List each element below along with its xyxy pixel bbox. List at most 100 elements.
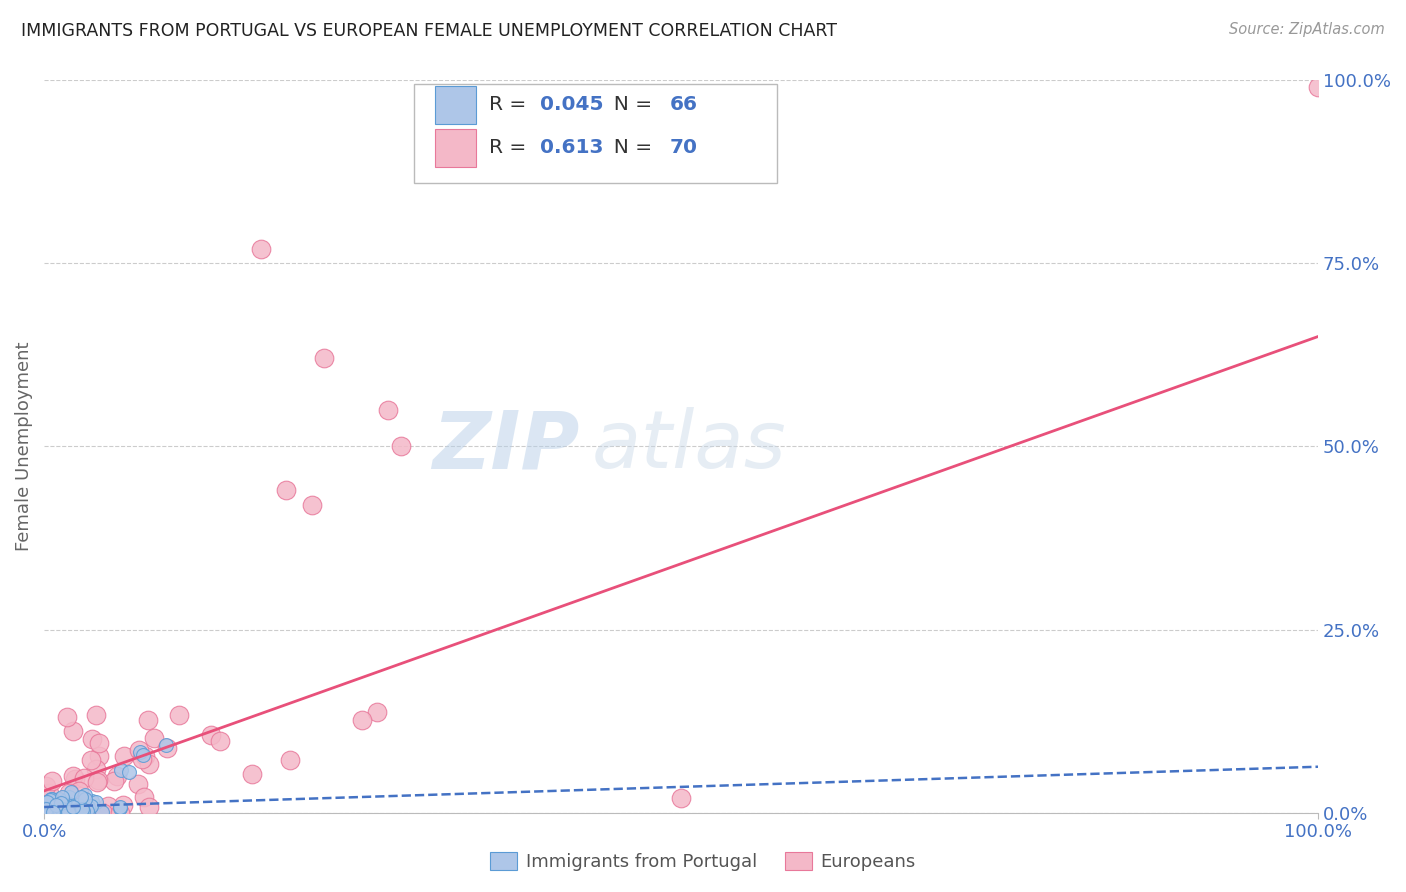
Point: [110, 763, 132, 777]
Point: [62, 723, 84, 738]
Point: [58, 785, 80, 799]
Text: R =: R =: [489, 138, 538, 158]
Point: [63, 805, 86, 820]
Point: [39, 793, 62, 807]
Point: [87, 736, 110, 750]
Point: [62, 799, 84, 814]
Point: [66, 795, 89, 809]
Text: 0.045: 0.045: [540, 95, 603, 114]
Point: [132, 789, 155, 804]
Text: R =: R =: [489, 95, 533, 114]
Point: [118, 765, 141, 780]
Text: 0.613: 0.613: [540, 138, 603, 158]
Point: [41, 792, 63, 806]
Point: [136, 713, 159, 727]
Point: [73, 803, 96, 817]
Point: [44, 797, 66, 812]
Point: [75, 805, 97, 820]
FancyBboxPatch shape: [436, 129, 477, 167]
Text: atlas: atlas: [592, 408, 787, 485]
Point: [77, 800, 100, 814]
Point: [41, 805, 63, 819]
Point: [42, 805, 65, 820]
Point: [53, 794, 76, 808]
FancyBboxPatch shape: [436, 86, 477, 124]
Point: [73, 788, 96, 802]
Point: [72, 804, 94, 818]
Text: Source: ZipAtlas.com: Source: ZipAtlas.com: [1229, 22, 1385, 37]
Point: [56, 804, 79, 818]
Point: [249, 242, 271, 256]
Point: [62, 769, 84, 783]
Point: [32, 801, 55, 815]
Text: N =: N =: [600, 138, 658, 158]
Point: [56, 805, 79, 820]
Point: [77, 805, 100, 820]
Point: [128, 743, 150, 757]
Point: [105, 805, 128, 820]
Point: [1308, 80, 1330, 95]
Point: [138, 800, 160, 814]
Point: [63, 772, 86, 786]
Point: [35, 802, 58, 816]
Point: [669, 791, 692, 805]
Point: [67, 803, 90, 817]
Point: [105, 768, 128, 782]
Point: [240, 767, 263, 781]
Point: [38, 805, 60, 820]
Point: [55, 799, 77, 814]
Point: [35, 803, 58, 817]
Point: [67, 797, 90, 812]
Point: [60, 785, 83, 799]
Point: [56, 710, 79, 724]
Point: [48, 801, 70, 815]
Point: [62, 804, 84, 818]
Text: 66: 66: [669, 95, 697, 114]
Point: [41, 800, 63, 814]
Point: [45, 805, 67, 820]
Point: [67, 783, 90, 797]
Point: [53, 799, 76, 814]
Point: [103, 773, 125, 788]
Point: [80, 799, 103, 814]
Point: [42, 795, 65, 809]
Text: 70: 70: [669, 138, 697, 158]
Point: [34, 799, 56, 814]
Point: [53, 805, 76, 820]
Point: [276, 483, 298, 498]
Point: [41, 792, 63, 806]
Point: [58, 797, 80, 812]
Point: [65, 803, 87, 817]
Point: [52, 802, 75, 816]
Point: [35, 779, 58, 793]
Point: [46, 801, 69, 815]
Point: [73, 792, 96, 806]
Point: [80, 731, 103, 746]
Point: [55, 796, 77, 810]
Point: [45, 798, 67, 813]
Point: [90, 805, 112, 820]
Point: [51, 802, 73, 816]
Point: [55, 802, 77, 816]
Point: [51, 789, 73, 804]
Point: [58, 790, 80, 805]
Point: [44, 805, 66, 819]
Point: [56, 803, 79, 817]
Point: [52, 804, 75, 818]
Point: [138, 756, 160, 771]
Point: [87, 773, 110, 788]
Point: [59, 805, 82, 820]
Point: [84, 708, 107, 723]
Y-axis label: Female Unemployment: Female Unemployment: [15, 342, 32, 551]
Point: [87, 749, 110, 764]
Point: [55, 805, 77, 820]
Legend: Immigrants from Portugal, Europeans: Immigrants from Portugal, Europeans: [482, 845, 924, 879]
Point: [70, 805, 93, 820]
Point: [200, 728, 222, 742]
Point: [155, 738, 177, 752]
Point: [155, 740, 177, 755]
Point: [314, 351, 336, 366]
Point: [69, 803, 91, 817]
Point: [48, 802, 70, 816]
Point: [48, 805, 70, 820]
